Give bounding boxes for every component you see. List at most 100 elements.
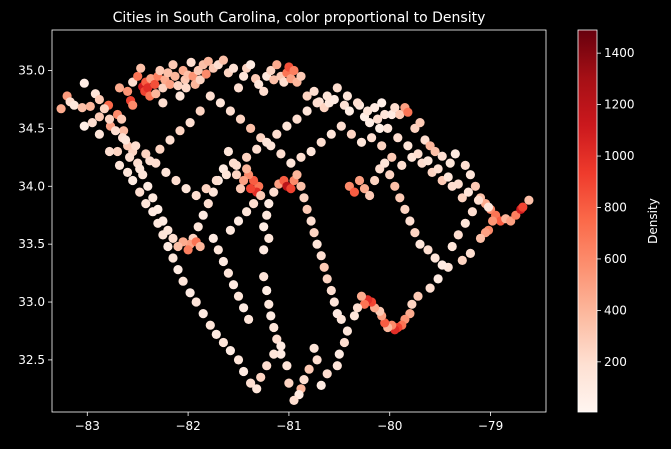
city-point <box>205 91 215 101</box>
city-point <box>453 179 463 189</box>
city-point <box>254 79 264 89</box>
city-point <box>203 199 213 209</box>
city-point <box>322 369 332 379</box>
city-point <box>185 118 195 128</box>
city-point <box>128 175 138 186</box>
city-point <box>143 83 153 93</box>
city-point <box>239 303 249 313</box>
city-point <box>233 291 244 301</box>
city-point <box>56 104 66 114</box>
city-point <box>223 268 233 278</box>
city-point <box>339 337 349 348</box>
y-tick-label: 33.5 <box>18 237 45 251</box>
city-point <box>104 146 115 157</box>
city-point <box>155 65 165 76</box>
city-point <box>150 79 160 89</box>
city-point <box>158 98 168 108</box>
city-point <box>309 86 319 96</box>
city-point <box>246 123 256 133</box>
city-point <box>413 291 423 301</box>
city-point <box>112 146 123 157</box>
plot-area-frame <box>51 29 547 413</box>
y-tick-label: 34.0 <box>18 179 45 193</box>
city-point <box>385 170 395 180</box>
city-point <box>191 297 201 307</box>
city-point <box>299 193 309 203</box>
city-point <box>256 372 266 382</box>
city-point <box>262 361 272 371</box>
city-point <box>218 55 228 65</box>
city-point <box>163 68 173 78</box>
city-point <box>354 175 365 186</box>
city-point <box>262 137 272 147</box>
city-point <box>286 158 296 168</box>
city-point <box>326 285 336 296</box>
city-point <box>94 129 104 139</box>
city-point <box>94 112 104 122</box>
city-point <box>352 303 363 313</box>
city-point <box>148 193 158 203</box>
city-point <box>342 326 352 336</box>
city-point <box>269 187 279 197</box>
city-point <box>465 248 475 258</box>
city-point <box>403 141 413 151</box>
city-point <box>218 256 228 267</box>
city-point <box>269 75 279 85</box>
city-point <box>135 164 145 174</box>
city-point <box>336 314 346 324</box>
city-point <box>316 380 326 390</box>
colorbar-tick-label: 1400 <box>604 46 635 60</box>
city-point <box>208 187 218 197</box>
city-point <box>329 94 339 105</box>
city-point <box>181 184 191 194</box>
city-point <box>453 230 463 240</box>
city-point <box>336 121 346 131</box>
city-point <box>262 210 272 220</box>
city-point <box>228 280 239 290</box>
city-point <box>135 187 145 197</box>
city-point <box>326 129 336 139</box>
city-point <box>282 121 292 131</box>
city-point <box>235 114 246 124</box>
city-point <box>205 320 215 330</box>
y-axis: 32.5 33.0 33.5 34.0 34.5 35.0 <box>18 64 52 367</box>
city-point <box>296 152 306 162</box>
city-point <box>195 241 205 252</box>
city-point <box>344 106 354 116</box>
city-point <box>242 164 252 174</box>
y-tick-label: 34.5 <box>18 121 45 135</box>
city-point <box>430 253 440 263</box>
city-point <box>475 233 486 243</box>
colorbar-tick-label: 400 <box>604 303 627 317</box>
city-point <box>183 245 193 255</box>
city-point <box>387 109 397 120</box>
city-point <box>131 141 141 151</box>
city-point <box>256 190 266 201</box>
city-point <box>266 65 276 76</box>
city-point <box>457 255 467 265</box>
city-point <box>259 222 269 232</box>
x-axis: −83 −82 −81 −80 −79 <box>75 412 503 433</box>
city-point <box>316 251 326 261</box>
city-point <box>168 253 178 263</box>
city-point <box>279 77 289 87</box>
city-point <box>400 204 410 214</box>
city-point <box>244 314 254 324</box>
colorbar-label: Density <box>646 198 660 244</box>
city-point <box>380 109 390 120</box>
city-point <box>415 118 425 128</box>
city-point <box>312 239 322 249</box>
city-point <box>110 126 121 136</box>
city-point <box>213 245 223 255</box>
city-point <box>322 274 332 284</box>
city-point <box>133 71 143 81</box>
city-point <box>252 384 262 394</box>
city-point <box>252 144 262 154</box>
city-point <box>397 160 407 170</box>
city-point <box>437 260 447 270</box>
city-point <box>473 195 484 205</box>
city-point <box>117 114 127 124</box>
city-point <box>460 160 470 170</box>
city-point <box>467 207 477 217</box>
city-point <box>201 69 211 79</box>
